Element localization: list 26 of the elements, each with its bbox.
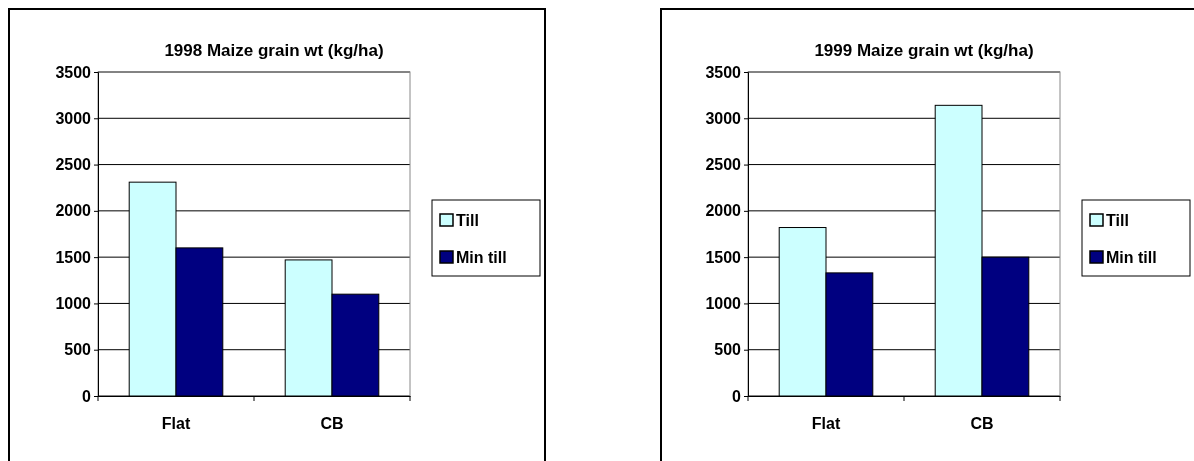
y-tick-label: 500 <box>64 341 92 359</box>
y-tick-label: 0 <box>82 387 92 405</box>
y-tick-label: 3500 <box>705 63 742 81</box>
y-tick-label: 0 <box>732 387 742 405</box>
y-tick-label: 1500 <box>55 248 92 266</box>
y-tick-label: 2500 <box>705 156 742 174</box>
y-tick-label: 2000 <box>705 202 742 220</box>
y-tick-label: 3000 <box>55 109 92 127</box>
y-tick-label: 1000 <box>55 295 92 313</box>
y-tick-label: 3000 <box>705 109 742 127</box>
x-tick-label: Flat <box>161 415 191 433</box>
legend-label: Till <box>456 212 479 229</box>
y-tick-label: 500 <box>714 341 742 359</box>
legend-label: Till <box>1106 212 1129 229</box>
y-tick-label: 3500 <box>55 63 92 81</box>
chart-title: 1999 Maize grain wt (kg/ha) <box>814 41 1034 60</box>
x-tick-label: CB <box>320 415 344 433</box>
y-tick-label: 2500 <box>55 156 92 174</box>
y-tick-label: 1000 <box>705 295 742 313</box>
y-tick-label: 1500 <box>705 248 742 266</box>
x-tick-label: CB <box>970 415 994 433</box>
chart-title: 1998 Maize grain wt (kg/ha) <box>164 41 384 60</box>
legend-label: Min till <box>456 249 507 266</box>
y-tick-label: 2000 <box>55 202 92 220</box>
x-tick-label: Flat <box>811 415 841 433</box>
legend-label: Min till <box>1106 249 1157 266</box>
